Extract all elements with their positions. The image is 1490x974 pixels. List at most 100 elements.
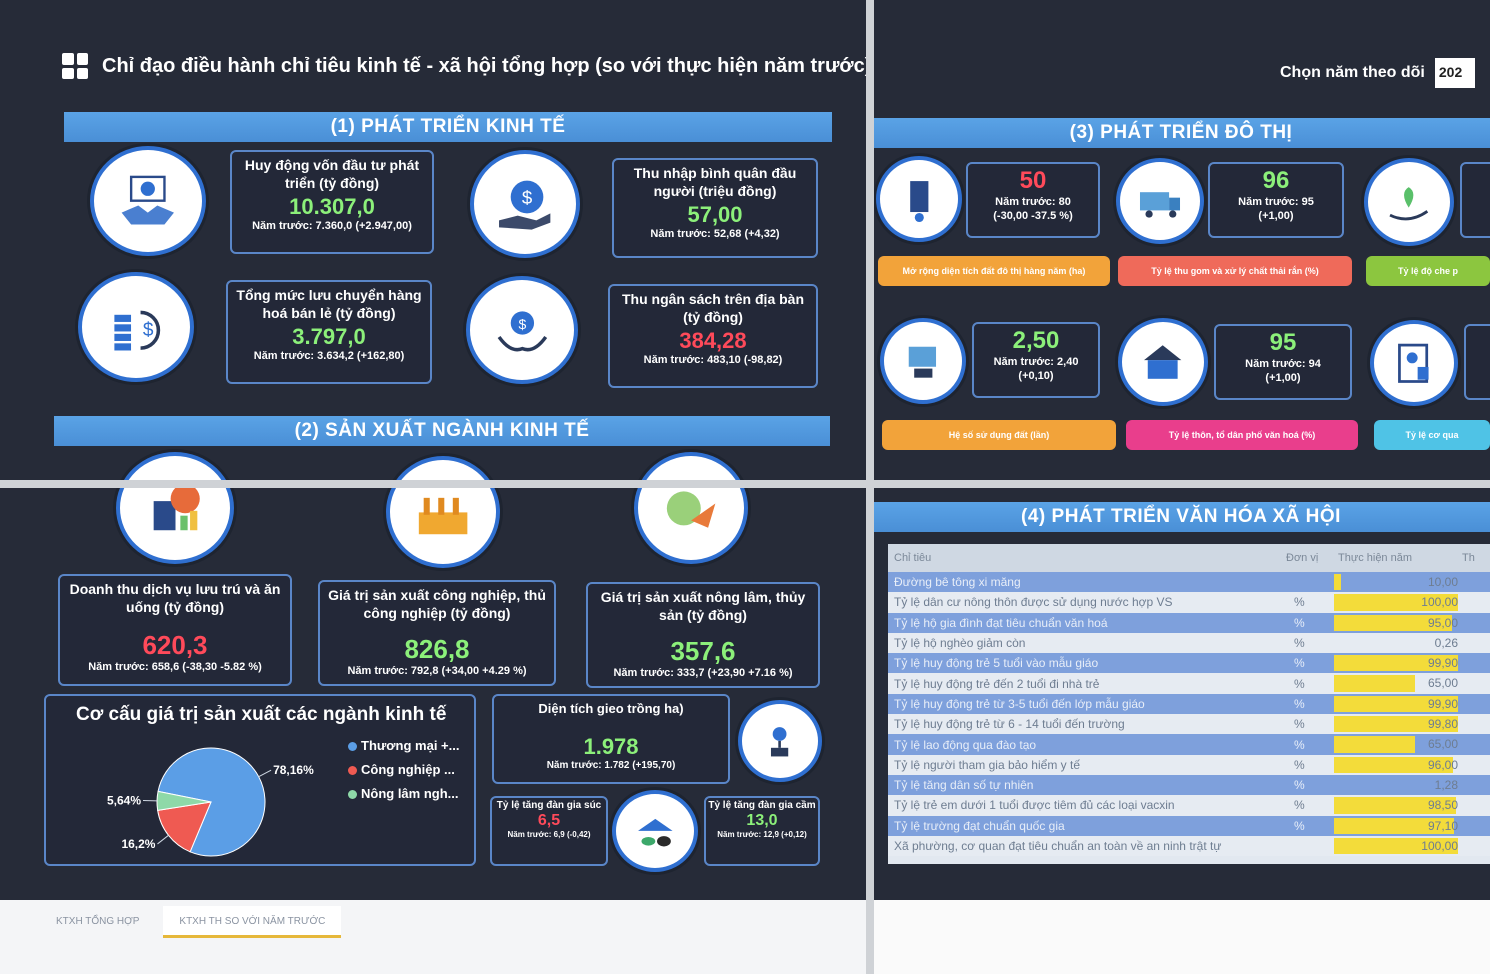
col-header-plan[interactable]: Th xyxy=(1462,552,1475,564)
dashboard-grid-icon xyxy=(62,53,88,79)
year-dropdown[interactable]: 202 xyxy=(1434,58,1475,88)
kpi-label: Thu nhập bình quân đầu người (triệu đồng… xyxy=(633,165,797,199)
legend-swatch xyxy=(348,765,357,775)
table-row[interactable]: Tỷ lệ hộ gia đình đạt tiêu chuẩn văn hoá… xyxy=(888,612,1490,633)
table-row[interactable]: Tỷ lệ huy động trẻ từ 3-5 tuổi đến lớp m… xyxy=(888,693,1490,715)
table-row[interactable]: Tỷ lệ huy động trẻ từ 6 - 14 tuổi đến tr… xyxy=(888,714,1490,735)
cell-indicator: Tỷ lệ người tham gia bảo hiểm y tế xyxy=(894,757,1080,772)
retail-coins-icon: $ xyxy=(78,272,194,382)
col-header-indicator[interactable]: Chỉ tiêu xyxy=(894,552,932,564)
legend-item[interactable]: Nông lâm ngh... xyxy=(348,782,459,806)
table-row[interactable]: Đường bê tông xi măng 10,00 xyxy=(888,572,1490,593)
svg-text:$: $ xyxy=(518,316,526,332)
kpi-label: Doanh thu dịch vụ lưu trú và ăn uống (tỷ… xyxy=(69,581,281,615)
kpi-value: 357,6 xyxy=(670,636,736,666)
kpi-label: Tỷ lệ tăng đàn gia súc xyxy=(496,800,602,811)
cell-unit: % xyxy=(1294,778,1305,793)
kpi-value: 3.797,0 xyxy=(292,324,366,349)
table-row[interactable]: Xã phường, cơ quan đạt tiêu chuẩn an toà… xyxy=(888,835,1490,857)
pie-slice[interactable] xyxy=(156,790,212,811)
kpi-prev: Năm trước: 2,40 xyxy=(993,356,1079,368)
section1-header: (1) PHÁT TRIỂN KINH TẾ xyxy=(64,112,832,142)
kpi-value: 57,00 xyxy=(687,202,743,227)
building-icon xyxy=(876,156,962,242)
pie-slice[interactable] xyxy=(157,801,212,853)
table-row[interactable]: Tỷ lệ huy động trẻ 5 tuổi vào mẫu giáo% 9… xyxy=(888,653,1490,674)
table-row[interactable]: Tỷ lệ hộ nghèo giảm còn% 0,26 xyxy=(888,632,1490,654)
cell-actual-value: 65,00 xyxy=(1427,676,1458,691)
kpi-prev-delta: (-30,00 -37.5 %) xyxy=(993,210,1073,222)
kpi-value: 13,0 xyxy=(746,812,778,829)
section3-header: (3) PHÁT TRIỂN ĐÔ THỊ xyxy=(872,118,1490,148)
cell-indicator: Tỷ lệ hộ gia đình đạt tiêu chuẩn văn hoá xyxy=(894,615,1108,630)
legend-label: Thương mại +... xyxy=(361,738,460,753)
legend-item[interactable]: Thương mại +... xyxy=(348,734,459,758)
kpi-prev: Năm trước: 80 xyxy=(995,196,1071,208)
legend-swatch xyxy=(348,741,357,751)
cell-actual-value: 1,28 xyxy=(1434,777,1458,792)
pill-agency: Tỷ lệ cơ qua xyxy=(1374,420,1490,450)
cell-indicator: Tỷ lệ trường đạt chuẩn quốc gia xyxy=(894,818,1065,833)
value-bar xyxy=(1334,817,1455,834)
col-header-actual[interactable]: Thực hiện năm xyxy=(1338,552,1413,564)
dollar-hand-icon: $ xyxy=(470,150,580,258)
cell-indicator: Tỷ lệ huy động trẻ từ 3-5 tuổi đến lớp m… xyxy=(894,696,1145,711)
value-bar xyxy=(1334,574,1342,591)
pill-coverage: Tỷ lệ độ che p xyxy=(1366,256,1490,286)
vegetables-icon xyxy=(634,452,748,564)
cell-actual: 96,00 xyxy=(1332,755,1462,775)
structure-pie-chart: 78,16% 16,2% 5,64% xyxy=(107,747,314,857)
page-title: Chỉ đạo điều hành chỉ tiêu kinh tế - xã … xyxy=(102,54,872,77)
table-row[interactable]: Tỷ lệ tăng dân số tự nhiên% 1,28 xyxy=(888,774,1490,796)
report-tabs: KTXH TỔNG HỢP KTXH TH SO VỚI NĂM TRƯỚC xyxy=(0,900,866,974)
cell-unit: % xyxy=(1294,818,1305,833)
calculator-chart-icon xyxy=(116,452,234,564)
budget-hands-icon: $ xyxy=(466,276,578,384)
kpi-area: Diện tích gieo trồng ha) 1.978 Năm trước… xyxy=(492,694,730,784)
kpi-value: 10.307,0 xyxy=(289,194,375,219)
kpi-land-use: 2,50 Năm trước: 2,40 (+0,10) xyxy=(972,322,1100,398)
table-row[interactable]: Tỷ lệ dân cư nông thôn được sử dụng nước… xyxy=(888,592,1490,613)
livestock-icon xyxy=(612,790,698,872)
tab-ktxh-tong-hop[interactable]: KTXH TỔNG HỢP xyxy=(56,916,140,927)
land-use-icon xyxy=(880,318,966,404)
cell-unit: % xyxy=(1294,798,1305,813)
kpi-budget: Thu ngân sách trên địa bàn (tỷ đồng) 384… xyxy=(608,284,818,388)
pill-waste: Tỷ lệ thu gom và xử lý chất thải rắn (%) xyxy=(1118,256,1352,286)
kpi-value: 384,28 xyxy=(679,328,747,353)
table-row[interactable]: Tỷ lệ huy động trẻ đến 2 tuổi đi nhà trẻ… xyxy=(888,673,1490,694)
table-row[interactable]: Tỷ lệ trẻ em dưới 1 tuổi được tiêm đủ cá… xyxy=(888,795,1490,816)
pill-culture-village: Tỷ lệ thôn, tổ dân phố văn hoá (%) xyxy=(1126,420,1358,450)
cell-indicator: Tỷ lệ huy động trẻ từ 6 - 14 tuổi đến tr… xyxy=(894,717,1125,732)
legend-item[interactable]: Công nghiệp ... xyxy=(348,758,459,782)
kpi-label: Tổng mức lưu chuyển hàng hoá bán lẻ (tỷ … xyxy=(236,287,422,321)
kpi-prev: Năm trước: 6,9 (-0,42) xyxy=(507,830,591,839)
factory-icon xyxy=(386,456,500,568)
cell-actual-value: 0,26 xyxy=(1434,635,1458,650)
cell-actual-value: 65,00 xyxy=(1427,737,1458,752)
right-footer-area xyxy=(874,900,1490,974)
kpi-coverage-partial xyxy=(1460,162,1490,238)
bezel-horizontal xyxy=(0,480,1490,488)
table-row[interactable]: Tỷ lệ lao động qua đào tạo% 65,00 xyxy=(888,734,1490,755)
cell-unit: % xyxy=(1294,717,1305,732)
tab-ktxh-so-voi-nam-truoc[interactable]: KTXH TH SO VỚI NĂM TRƯỚC xyxy=(163,906,342,938)
kpi-label: Giá trị sản xuất công nghiệp, thủ công n… xyxy=(328,587,546,621)
table-row[interactable]: Tỷ lệ người tham gia bảo hiểm y tế% 96,00 xyxy=(888,754,1490,775)
cell-actual-value: 99,80 xyxy=(1427,717,1458,732)
year-selector[interactable]: Chọn năm theo dõi 202 xyxy=(1280,58,1475,88)
kpi-income: Thu nhập bình quân đầu người (triệu đồng… xyxy=(612,158,818,258)
table-row[interactable]: Tỷ lệ trường đạt chuẩn quốc gia% 97,10 xyxy=(888,815,1490,836)
kpi-industry: Giá trị sản xuất công nghiệp, thủ công n… xyxy=(318,580,556,686)
col-header-unit[interactable]: Đơn vị xyxy=(1286,552,1319,564)
kpi-prev: Năm trước: 658,6 (-38,30 -5.82 %) xyxy=(88,661,262,673)
kpi-prev: Năm trước: 333,7 (+23,90 +7.16 %) xyxy=(613,667,793,679)
kpi-culture-village: 95 Năm trước: 94 (+1,00) xyxy=(1214,324,1352,400)
cell-actual: 1,28 xyxy=(1332,775,1462,795)
cell-actual-value: 100,00 xyxy=(1421,595,1458,610)
kpi-value: 95 xyxy=(1269,329,1297,356)
culture-table: Chỉ tiêu Đơn vị Thực hiện năm Th Đường b… xyxy=(888,544,1490,864)
value-bar xyxy=(1334,655,1458,672)
cell-actual-value: 95,00 xyxy=(1427,615,1458,630)
value-bar xyxy=(1334,797,1456,814)
